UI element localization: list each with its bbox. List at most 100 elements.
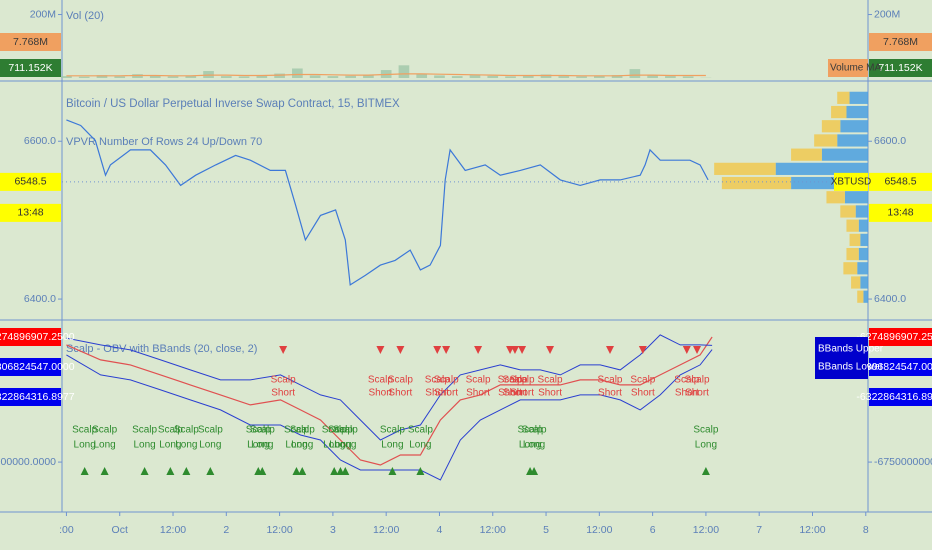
- volume-bar: [238, 76, 250, 78]
- x-tick-label: 2: [223, 524, 229, 536]
- y-tick-label: 200M: [30, 8, 56, 20]
- short-signal-label: Short: [510, 388, 534, 399]
- long-signal-label: Scalp: [333, 425, 358, 436]
- x-tick-label: 3: [330, 524, 336, 536]
- short-signal-label: Short: [498, 388, 522, 399]
- price-badge-label: -6322864316.8977: [856, 391, 932, 403]
- volume-bar: [363, 74, 374, 78]
- y-tick-label: -6750000000.0000: [874, 456, 932, 468]
- volume-bar: [61, 76, 72, 78]
- volume-bar: [309, 75, 321, 78]
- x-tick-label: :00: [59, 524, 74, 536]
- price-badge: [0, 172, 61, 191]
- price-badge-label: -6274896907.2500: [856, 331, 932, 343]
- volume-bar: [345, 75, 356, 78]
- short-signal-label: Short: [685, 388, 709, 399]
- long-signal-label: Scalp: [92, 425, 117, 436]
- long-signal-label: Long: [159, 440, 181, 451]
- short-signal-label: Short: [388, 388, 412, 399]
- volume-bar: [522, 75, 534, 78]
- profile-up: [844, 191, 868, 204]
- profile-up: [855, 205, 868, 218]
- long-signal-label: Scalp: [72, 425, 97, 436]
- long-signal-label: Scalp: [408, 425, 433, 436]
- long-signal-label: Long: [523, 440, 545, 451]
- x-tick-label: 12:00: [373, 524, 399, 536]
- price-badge-label: 6548.5: [14, 176, 46, 188]
- long-signal-label: Scalp: [518, 425, 543, 436]
- legend-box: [815, 337, 868, 379]
- x-tick-label: 12:00: [266, 524, 292, 536]
- long-signal-label: Scalp: [290, 425, 315, 436]
- price-badge: [0, 203, 61, 222]
- long-signal-label: Long: [519, 440, 541, 451]
- long-signal-label: Long: [251, 440, 273, 451]
- profile-up: [821, 148, 868, 161]
- profile-up: [858, 219, 868, 232]
- y-tick-label: 6600.0: [24, 135, 56, 147]
- profile-up: [858, 247, 868, 261]
- short-signal: [376, 346, 385, 354]
- price-badge-label: 13:48: [17, 207, 43, 219]
- volume-bar: [78, 76, 90, 78]
- short-signal: [546, 346, 555, 354]
- price-badge: [869, 59, 932, 77]
- long-signal: [182, 467, 191, 475]
- price-badge: [869, 33, 932, 51]
- indicator-line: [66, 349, 713, 481]
- long-signal-label: Scalp: [328, 425, 353, 436]
- long-signal: [292, 467, 301, 475]
- legend-box: [828, 59, 868, 77]
- legend-label: BBands Lower: [818, 362, 884, 373]
- price-badge: [869, 203, 932, 222]
- volume-bar: [451, 76, 463, 78]
- short-signal-label: Short: [598, 388, 622, 399]
- short-signal-label: Scalp: [368, 375, 393, 386]
- long-signal: [206, 467, 215, 475]
- volume-bar: [576, 76, 587, 78]
- profile-down: [714, 162, 776, 175]
- long-signal: [258, 467, 267, 475]
- short-signal-label: Scalp: [597, 375, 622, 386]
- long-signal-label: Long: [334, 440, 356, 451]
- volume-bar: [416, 74, 428, 78]
- profile-down: [791, 148, 822, 161]
- profile-down: [849, 233, 861, 246]
- profile-down: [846, 247, 859, 261]
- profile-up: [863, 290, 868, 303]
- short-signal: [510, 346, 519, 354]
- symbol-label: XBTUSD: [831, 177, 872, 188]
- short-signal-label: Scalp: [685, 375, 710, 386]
- profile-down: [721, 176, 792, 190]
- profile-down: [831, 105, 847, 119]
- symbol-box: [834, 172, 868, 191]
- long-signal-label: Long: [291, 440, 313, 451]
- y-tick-label: 6600.0: [874, 135, 906, 147]
- x-tick-label: 12:00: [480, 524, 506, 536]
- long-signal-label: Scalp: [250, 425, 275, 436]
- volume-bar: [487, 75, 499, 78]
- long-signal-label: Scalp: [284, 425, 309, 436]
- short-signal-label: Scalp: [630, 375, 655, 386]
- short-signal-label: Scalp: [466, 375, 491, 386]
- long-signal-label: Long: [247, 440, 269, 451]
- short-signal: [638, 346, 647, 354]
- x-tick-label: 6: [650, 524, 656, 536]
- profile-down: [826, 191, 845, 204]
- short-signal-label: Short: [271, 388, 295, 399]
- x-tick-label: 5: [543, 524, 549, 536]
- volume-bar: [398, 65, 410, 78]
- volume-bar: [647, 75, 658, 78]
- price-badge-label: -6306824547.0000: [0, 361, 75, 373]
- y-tick-label: -6750000000.0000: [0, 456, 56, 468]
- long-signal-label: Long: [695, 440, 717, 451]
- long-signal-label: Long: [199, 440, 221, 451]
- volume-bar: [558, 76, 570, 78]
- volume-bar: [434, 75, 445, 78]
- short-signal-label: Short: [466, 388, 490, 399]
- indicator-line: [66, 336, 713, 466]
- profile-down: [857, 290, 864, 303]
- long-signal: [298, 467, 307, 475]
- price-badge: [0, 328, 61, 346]
